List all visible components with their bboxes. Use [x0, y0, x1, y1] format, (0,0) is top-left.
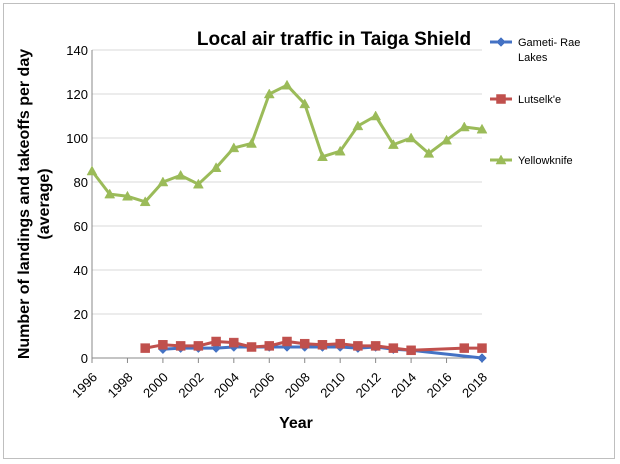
series-line-yellowknife	[90, 83, 483, 204]
x-tick-label: 2018	[459, 370, 490, 401]
x-tick-label: 2014	[388, 370, 419, 401]
data-point-yellowknife	[387, 139, 399, 149]
data-point-lutselk-e	[370, 341, 381, 351]
data-point-yellowknife	[352, 120, 364, 131]
data-point-yellowknife	[157, 176, 169, 187]
series-lutselk-e	[140, 336, 487, 356]
data-point-lutselk-e	[335, 338, 345, 349]
gridlines	[92, 49, 482, 315]
y-tick-label: 80	[74, 175, 88, 190]
data-point-yellowknife	[370, 110, 382, 121]
data-point-yellowknife	[122, 190, 133, 201]
data-point-lutselk-e	[282, 336, 292, 347]
legend-label-yellowknife: Yellowknife	[518, 155, 573, 167]
y-tick-label: 40	[74, 263, 88, 278]
data-point-lutselk-e	[193, 341, 204, 351]
data-point-lutselk-e	[459, 343, 470, 353]
data-point-yellowknife	[139, 196, 151, 207]
data-point-yellowknife	[476, 123, 488, 134]
data-point-yellowknife	[86, 165, 98, 176]
y-tick-label: 140	[66, 43, 88, 58]
legend-label-lutselk-e: Lutselk'e	[518, 94, 561, 106]
x-tick-label: 2010	[317, 370, 348, 401]
data-point-lutselk-e	[299, 338, 310, 349]
y-tick-label: 60	[74, 219, 88, 234]
data-point-lutselk-e	[388, 343, 399, 353]
series-layer	[86, 79, 488, 363]
data-point-lutselk-e	[317, 340, 328, 350]
x-tick-label: 1996	[69, 370, 100, 401]
data-point-lutselk-e	[229, 337, 239, 348]
x-tick-label: 2008	[282, 370, 313, 401]
legend-label-gameti-rae-lakes: Lakes	[518, 52, 548, 64]
data-point-lutselk-e	[477, 343, 487, 353]
data-point-yellowknife	[192, 178, 204, 189]
y-axis-title-line: Number of landings and takeoffs per day	[16, 49, 33, 359]
data-point-lutselk-e	[246, 342, 257, 352]
y-tick-label: 100	[66, 131, 88, 146]
data-point-yellowknife	[228, 142, 240, 153]
x-tick-label: 2006	[246, 370, 277, 401]
y-axis-title: Number of landings and takeoffs per day(…	[16, 49, 53, 359]
data-point-yellowknife	[423, 147, 435, 158]
data-point-lutselk-e	[175, 341, 186, 351]
data-point-yellowknife	[441, 134, 452, 145]
data-point-lutselk-e	[140, 343, 150, 353]
data-point-yellowknife	[405, 132, 417, 143]
data-point-yellowknife	[210, 162, 222, 172]
x-tick-label: 2000	[140, 370, 171, 401]
legend-marker-gameti-rae-lakes	[496, 37, 506, 47]
legend-marker-yellowknife	[495, 154, 507, 165]
data-point-yellowknife	[458, 121, 470, 132]
data-point-yellowknife	[104, 188, 116, 199]
y-tick-label: 120	[66, 87, 88, 102]
data-point-lutselk-e	[406, 345, 416, 356]
x-tick-label: 2012	[353, 370, 384, 401]
data-point-lutselk-e	[211, 336, 221, 347]
y-axis-title-line: (average)	[36, 168, 53, 239]
data-point-lutselk-e	[353, 341, 363, 351]
legend: Gameti- Rae Lakes Lutselk'e Yellowknife	[490, 37, 580, 167]
x-tick-label: 2004	[211, 370, 242, 401]
legend-label-gameti-rae-lakes: Gameti- Rae	[518, 37, 580, 49]
chart-title: Local air traffic in Taiga Shield	[197, 29, 471, 50]
data-point-yellowknife	[246, 137, 257, 148]
chart-frame	[3, 3, 615, 459]
data-point-yellowknife	[317, 151, 328, 161]
x-axis-title: Year	[279, 415, 313, 432]
y-tick-label: 20	[74, 307, 88, 322]
legend-marker-lutselk-e	[496, 94, 506, 104]
x-tick-label: 2002	[175, 370, 206, 401]
data-point-lutselk-e	[158, 340, 168, 350]
series-yellowknife	[86, 79, 488, 207]
data-point-yellowknife	[281, 79, 293, 90]
x-tick-label: 1998	[105, 370, 136, 401]
data-point-yellowknife	[334, 145, 346, 156]
data-point-yellowknife	[175, 169, 187, 180]
y-tick-label: 0	[81, 351, 88, 366]
data-point-yellowknife	[299, 98, 311, 109]
data-point-yellowknife	[263, 88, 275, 99]
data-point-gameti-rae-lakes	[477, 353, 487, 363]
data-point-lutselk-e	[264, 341, 275, 351]
x-tick-label: 2016	[424, 370, 455, 401]
